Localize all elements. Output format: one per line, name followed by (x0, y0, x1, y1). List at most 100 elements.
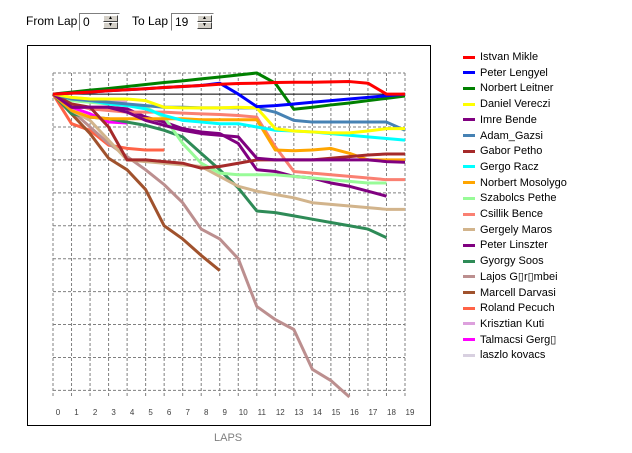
legend-item: Krisztian Kuti (463, 317, 544, 331)
legend-item: Csillik Bence (463, 207, 543, 221)
legend-label: Gergely Maros (480, 223, 553, 236)
legend-item: Imre Bende (463, 113, 537, 127)
spin-down-icon[interactable]: ▼ (103, 22, 118, 29)
legend-label: Krisztian Kuti (480, 317, 545, 330)
x-tick-label: 11 (258, 408, 267, 417)
legend-swatch (463, 291, 475, 295)
legend-label: Gyorgy Soos (480, 255, 544, 268)
legend-label: Peter Lengyel (480, 66, 548, 79)
x-tick-label: 8 (204, 408, 209, 417)
series-line-gabor-petho (52, 92, 405, 170)
spin-up-icon[interactable]: ▲ (103, 15, 118, 22)
legend-label: Lajos G▯r▯mbei (480, 270, 558, 283)
to-lap-value[interactable]: 19 (175, 15, 189, 29)
x-tick-label: 14 (313, 408, 322, 417)
legend-item: Peter Linszter (463, 238, 548, 252)
legend-swatch (463, 228, 475, 232)
x-tick-label: 13 (294, 408, 303, 417)
x-tick-label: 7 (185, 408, 190, 417)
legend-swatch (463, 55, 475, 59)
x-tick-label: 17 (368, 408, 377, 417)
x-tick-label: 6 (167, 408, 172, 417)
series-line-norbert-mosolygo (52, 92, 405, 162)
x-tick-label: 5 (148, 408, 153, 417)
legend-item: Adam_Gazsi (463, 129, 543, 143)
x-tick-label: 9 (223, 408, 228, 417)
legend-label: Peter Linszter (480, 239, 548, 252)
legend-item: Roland Pecuch (463, 301, 555, 315)
series-line-lajos-g-r-mbei (52, 92, 351, 399)
series-line-gergely-maros (52, 92, 405, 211)
series-line-csillik-bence (52, 92, 405, 182)
x-tick-label: 4 (130, 408, 135, 417)
series-line-daniel-vereczi (52, 92, 405, 135)
legend-label: Adam_Gazsi (480, 129, 543, 142)
legend-swatch (463, 165, 475, 169)
legend-swatch (463, 71, 475, 75)
legend-item: laszlo kovacs (463, 348, 545, 362)
chart-frame (27, 45, 431, 426)
legend-item: Gergo Racz (463, 160, 539, 174)
legend-label: Talmacsi Gerg▯ (480, 333, 557, 346)
legend-swatch (463, 275, 475, 279)
legend-swatch (463, 322, 475, 326)
series-line-norbert-leitner (52, 71, 406, 111)
x-tick-label: 10 (239, 408, 248, 417)
from-lap-spinner[interactable]: 0 ▲ ▼ (79, 13, 120, 31)
x-axis-label: LAPS (214, 432, 243, 444)
legend-label: Norbert Leitner (480, 82, 554, 95)
legend-item: Marcell Darvasi (463, 286, 556, 300)
legend-swatch (463, 149, 475, 153)
spin-up-icon[interactable]: ▲ (197, 15, 212, 22)
x-tick-label: 15 (331, 408, 340, 417)
from-lap-label: From Lap (26, 14, 78, 28)
legend-item: Peter Lengyel (463, 66, 548, 80)
x-tick-label: 12 (276, 408, 285, 417)
legend-item: Talmacsi Gerg▯ (463, 333, 556, 347)
legend-item: Szabolcs Pethe (463, 191, 556, 205)
x-tick-label: 2 (93, 408, 98, 417)
x-tick-label: 16 (350, 408, 359, 417)
legend-label: laszlo kovacs (480, 349, 546, 362)
legend-swatch (463, 134, 475, 138)
legend-item: Lajos G▯r▯mbei (463, 270, 558, 284)
legend-swatch (463, 212, 475, 216)
legend-swatch (463, 338, 475, 342)
legend-label: Daniel Vereczi (480, 98, 551, 111)
legend-swatch (463, 259, 475, 263)
legend-item: Daniel Vereczi (463, 97, 550, 111)
legend-label: Szabolcs Pethe (480, 192, 557, 205)
legend-label: Imre Bende (480, 113, 537, 126)
from-lap-value[interactable]: 0 (83, 15, 90, 29)
legend-item: Norbert Mosolygo (463, 176, 567, 190)
series-line-istvan-mikle (52, 80, 405, 96)
legend-swatch (463, 181, 475, 185)
legend-label: Roland Pecuch (480, 302, 555, 315)
legend-swatch (463, 353, 475, 357)
spin-down-icon[interactable]: ▼ (197, 22, 212, 29)
x-tick-label: 0 (56, 408, 61, 417)
legend-swatch (463, 306, 475, 310)
legend-label: Gergo Racz (480, 160, 539, 173)
to-lap-label: To Lap (132, 14, 169, 28)
series-line-gergo-racz (52, 92, 406, 142)
legend-item: Norbert Leitner (463, 81, 553, 95)
x-tick-label: 1 (74, 408, 79, 417)
legend-item: Gyorgy Soos (463, 254, 544, 268)
x-tick-label: 18 (387, 408, 396, 417)
series-line-marcell-darvasi (51, 93, 221, 272)
x-tick-label: 19 (406, 408, 415, 417)
legend-label: Csillik Bence (480, 208, 543, 220)
legend-item: Istvan Mikle (463, 50, 538, 64)
legend-swatch (463, 86, 475, 90)
to-lap-spinner[interactable]: 19 ▲ ▼ (171, 13, 214, 31)
legend-label: Marcell Darvasi (480, 286, 556, 299)
legend-swatch (463, 243, 475, 247)
legend-label: Gabor Petho (480, 145, 543, 158)
legend-swatch (463, 102, 475, 106)
series-line-imre-bende (52, 92, 406, 164)
legend-label: Istvan Mikle (480, 51, 539, 63)
legend-item: Gabor Petho (463, 144, 542, 158)
